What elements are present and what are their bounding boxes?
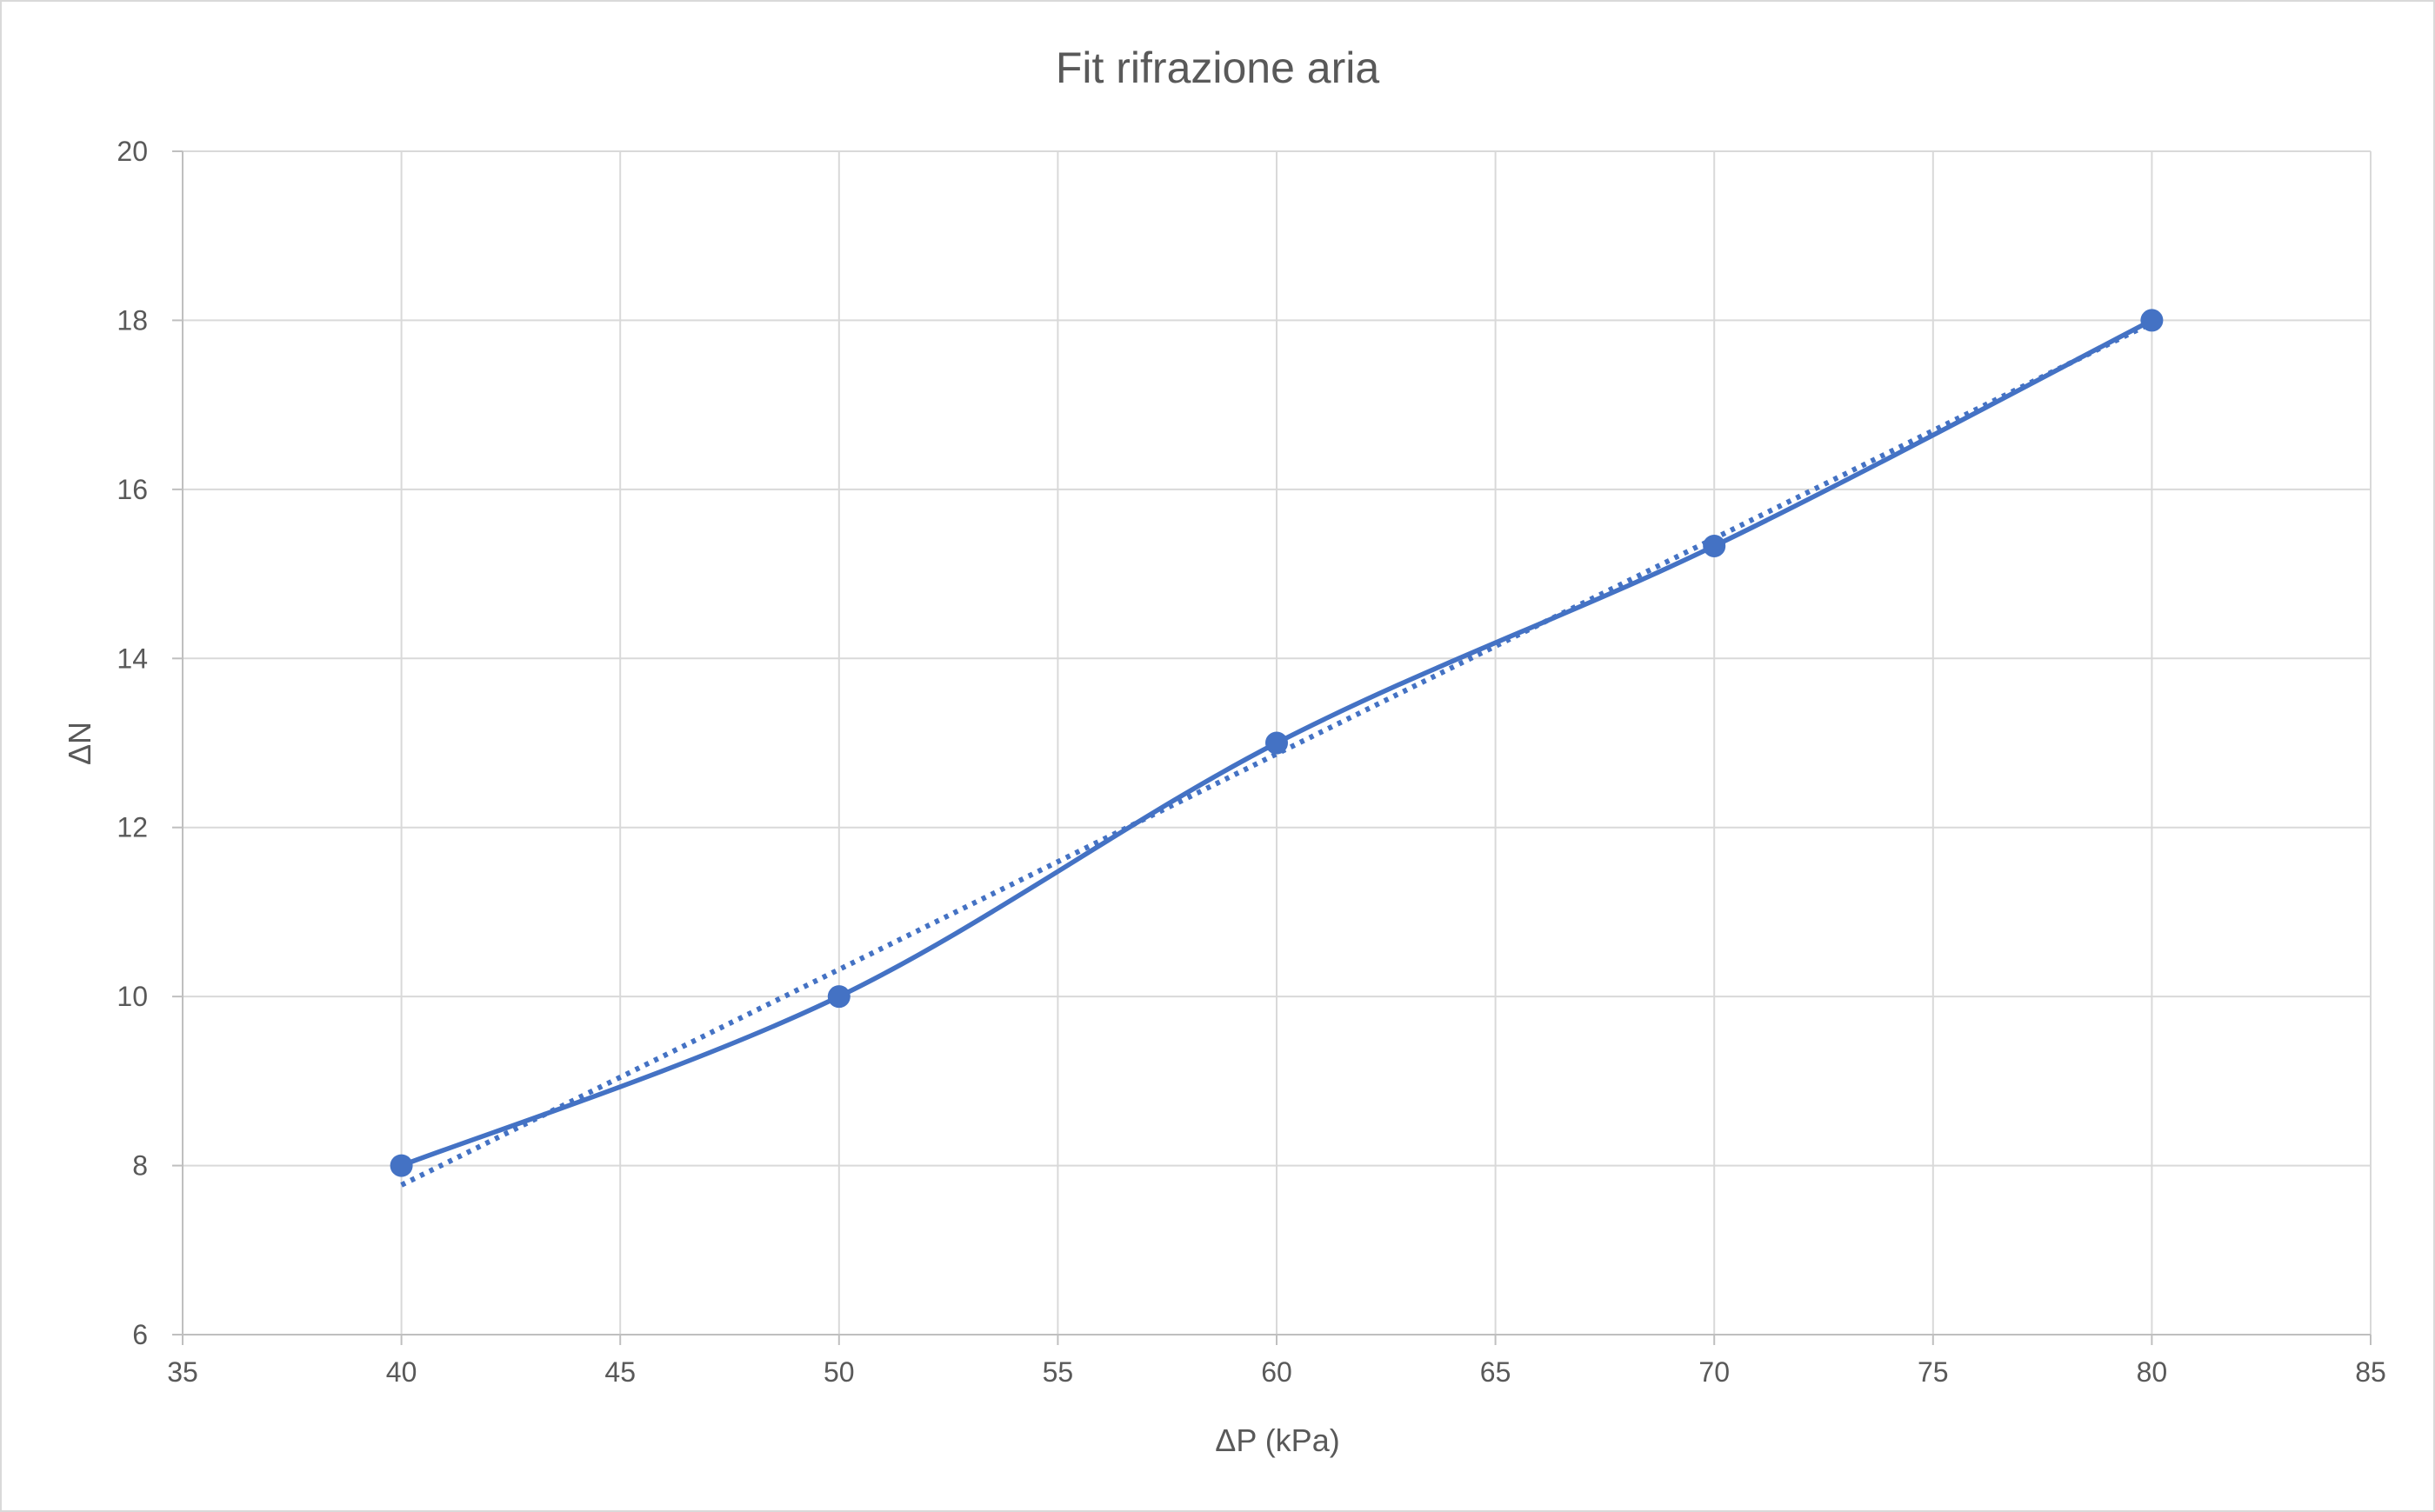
data-point <box>390 1154 413 1177</box>
data-point <box>2140 309 2164 332</box>
x-axis-title: ΔP (kPa) <box>1215 1422 1339 1458</box>
x-tick-label: 50 <box>824 1356 855 1388</box>
y-tick-label: 16 <box>117 474 148 505</box>
x-tick-label: 75 <box>1918 1356 1949 1388</box>
x-tick-label: 40 <box>386 1356 417 1388</box>
gridlines <box>183 150 2372 1335</box>
y-axis-title: ΔN <box>62 722 97 765</box>
y-tick-label: 12 <box>117 812 148 843</box>
x-tick-label: 70 <box>1698 1356 1730 1388</box>
data-point <box>1265 731 1288 755</box>
x-tick-label: 55 <box>1043 1356 1074 1388</box>
x-tick-label: 65 <box>1480 1356 1511 1388</box>
chart-title: Fit rifrazione aria <box>1056 43 1380 92</box>
tick-labels: 6 8 10 12 14 16 18 20 35 40 45 50 55 60 65 70 75 80 85 <box>117 136 2385 1388</box>
trendline-group <box>400 320 2153 1188</box>
y-tick-label: 8 <box>132 1150 148 1182</box>
axes <box>172 150 2372 1345</box>
x-tick-label: 45 <box>604 1356 636 1388</box>
x-tick-label: 85 <box>2355 1356 2386 1388</box>
data-point <box>827 985 851 1009</box>
y-tick-label: 6 <box>132 1319 148 1350</box>
y-tick-label: 14 <box>117 643 148 674</box>
data-point <box>1703 534 1726 557</box>
y-tick-label: 20 <box>117 136 148 167</box>
trendline <box>400 320 2153 1188</box>
y-tick-label: 10 <box>117 981 148 1012</box>
x-tick-label: 60 <box>1261 1356 1292 1388</box>
y-tick-label: 18 <box>117 304 148 336</box>
series-group <box>390 309 2164 1177</box>
x-tick-label: 80 <box>2137 1356 2168 1388</box>
x-tick-label: 35 <box>167 1356 198 1388</box>
